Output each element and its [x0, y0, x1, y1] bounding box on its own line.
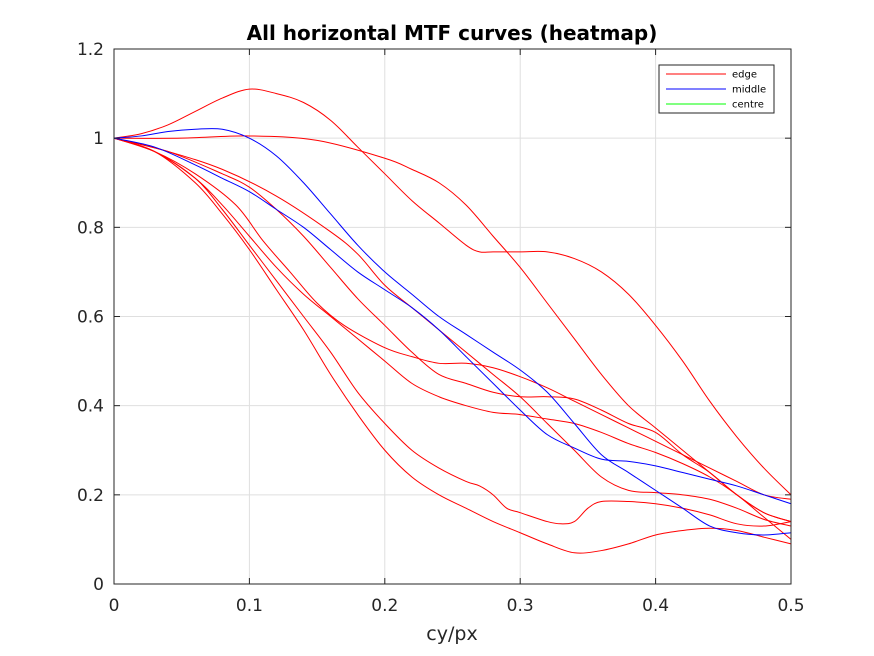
chart-title: All horizontal MTF curves (heatmap) [247, 21, 658, 45]
y-tick-label: 0 [93, 575, 104, 595]
y-tick-label: 1.2 [77, 40, 104, 60]
tick-labels: 0 0.1 0.2 0.3 0.4 0.5 0 0.2 0.4 0.6 0.8 1 1.2 [77, 40, 805, 616]
legend-label-edge: edge [732, 70, 757, 81]
mtf-curve-edge [113, 137, 792, 554]
mtf-curve-middle [113, 127, 792, 536]
y-tick-label: 0.8 [77, 218, 104, 238]
axes [113, 48, 792, 585]
mtf-curves [113, 88, 792, 554]
legend-label-centre: centre [732, 100, 764, 111]
mtf-curve-edge [113, 137, 792, 527]
mtf-curve-edge [113, 137, 792, 500]
mtf-curve-edge [113, 137, 792, 540]
legend-label-middle: middle [732, 85, 766, 96]
x-tick-label: 0.2 [371, 596, 398, 616]
y-tick-label: 0.2 [77, 486, 104, 506]
x-axis-label: cy/px [426, 623, 477, 645]
x-tick-label: 0.1 [236, 596, 263, 616]
mtf-curve-middle [113, 137, 792, 505]
y-tick-label: 0.4 [77, 397, 104, 417]
axes-box [113, 48, 792, 585]
y-tick-label: 0.6 [77, 308, 104, 328]
y-tick-label: 1 [93, 129, 104, 149]
x-tick-label: 0.5 [777, 596, 804, 616]
legend: edge middle centre [658, 64, 775, 114]
x-tick-label: 0.4 [642, 596, 669, 616]
mtf-curve-edge [113, 137, 792, 527]
x-tick-label: 0.3 [507, 596, 534, 616]
x-tick-label: 0 [109, 596, 120, 616]
mtf-curve-edge [113, 88, 792, 496]
